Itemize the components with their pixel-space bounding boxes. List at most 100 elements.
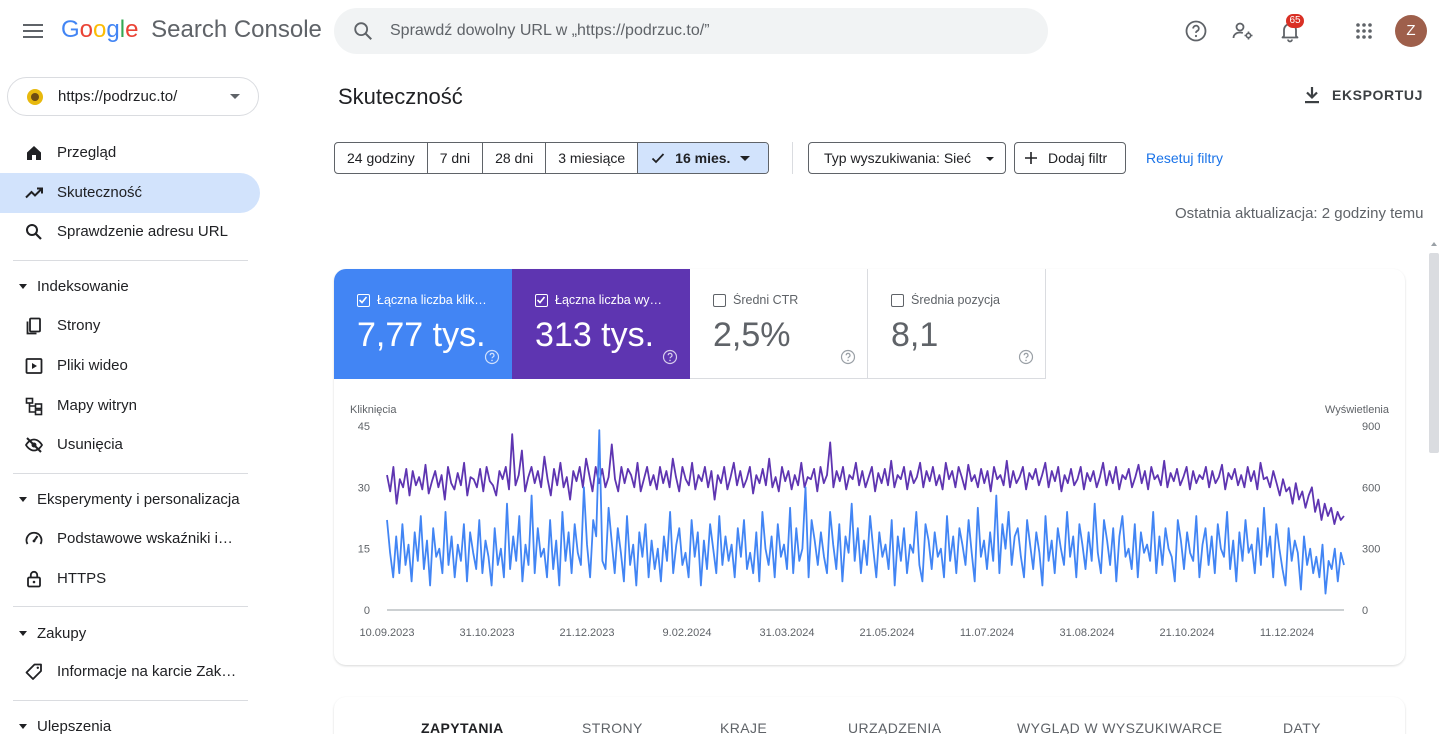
caret-down-icon bbox=[19, 497, 27, 502]
reset-filters-link[interactable]: Resetuj filtry bbox=[1146, 150, 1224, 166]
left-axis-tick: 45 bbox=[358, 421, 370, 433]
add-icon bbox=[1025, 152, 1037, 164]
menu-icon[interactable] bbox=[22, 20, 44, 42]
sidebar-item-merchant-listings[interactable]: Informacje na karcie Zakupów bbox=[0, 652, 260, 692]
product-name: Search Console bbox=[151, 16, 322, 43]
sidebar-item-label: Przegląd bbox=[57, 144, 117, 161]
search-input[interactable] bbox=[390, 8, 1030, 54]
date-range-3m[interactable]: 3 miesiące bbox=[546, 143, 639, 173]
chevron-down-icon bbox=[230, 94, 240, 99]
sidebar-divider bbox=[13, 606, 248, 607]
sidebar-item-removals[interactable]: Usunięcia bbox=[0, 425, 260, 465]
help-outline-icon[interactable] bbox=[484, 349, 500, 365]
help-icon[interactable] bbox=[1184, 19, 1208, 43]
google-wordmark: Google bbox=[61, 16, 139, 43]
date-range-7d[interactable]: 7 dni bbox=[428, 143, 484, 173]
search-icon bbox=[26, 224, 42, 240]
performance-card: Łączna liczba kliknięć 7,77 tys. Łączna … bbox=[334, 269, 1405, 665]
tab-devices[interactable]: URZĄDZENIA bbox=[848, 720, 942, 734]
download-icon bbox=[1305, 87, 1319, 104]
x-axis-tick: 11.12.2024 bbox=[1260, 627, 1314, 639]
tab-dates[interactable]: DATY bbox=[1283, 720, 1321, 734]
left-axis-tick: 0 bbox=[364, 605, 370, 617]
tab-countries[interactable]: KRAJE bbox=[720, 720, 768, 734]
metric-label: Łączna liczba wyświetleń bbox=[555, 293, 667, 307]
section-label: Ulepszenia bbox=[37, 718, 112, 734]
sidebar-section-indexing[interactable]: Indeksowanie bbox=[0, 269, 260, 305]
search-type-filter[interactable]: Typ wyszukiwania: Sieć bbox=[808, 142, 1006, 174]
right-axis-title: Wyświetlenia bbox=[1325, 404, 1390, 416]
sidebar-item-pages[interactable]: Strony bbox=[0, 306, 260, 346]
metric-value: 313 tys. bbox=[535, 316, 655, 354]
sidebar-item-label: Mapy witryn bbox=[57, 397, 138, 414]
checkbox-unchecked-icon[interactable] bbox=[713, 294, 726, 307]
sidebar-section-enhancements[interactable]: Ulepszenia bbox=[0, 709, 260, 734]
metric-average-ctr[interactable]: Średni CTR 2,5% bbox=[690, 269, 868, 379]
sidebar-item-sitemaps[interactable]: Mapy witryn bbox=[0, 386, 260, 426]
x-axis-tick: 31.08.2024 bbox=[1059, 627, 1114, 639]
date-range-16m[interactable]: 16 mies. bbox=[638, 143, 769, 173]
dropdown-arrow-icon bbox=[740, 156, 751, 161]
tab-search-appearance[interactable]: WYGLĄD W WYSZUKIWARCE bbox=[1017, 720, 1223, 734]
tab-queries[interactable]: ZAPYTANIA bbox=[421, 720, 504, 734]
property-selector[interactable]: https://podrzuc.to/ bbox=[7, 77, 259, 116]
sidebar-item-label: HTTPS bbox=[57, 570, 107, 587]
scrollbar-thumb[interactable] bbox=[1429, 253, 1439, 453]
last-update-text: Ostatnia aktualizacja: 2 godziny temu bbox=[1175, 205, 1424, 222]
sidebar-item-https[interactable]: HTTPS bbox=[0, 559, 260, 599]
sidebar-item-url-inspection[interactable]: Sprawdzenie adresu URL bbox=[0, 212, 260, 252]
right-axis-tick: 300 bbox=[1362, 544, 1380, 556]
page-scrollbar[interactable] bbox=[1428, 240, 1440, 734]
tab-pages[interactable]: STRONY bbox=[582, 720, 643, 734]
search-console-logo[interactable]: Google Search Console bbox=[61, 16, 322, 44]
lock-icon bbox=[27, 570, 41, 588]
sidebar-item-videos[interactable]: Pliki wideo bbox=[0, 346, 260, 386]
sidebar-item-core-web-vitals[interactable]: Podstawowe wskaźniki internetowe bbox=[0, 519, 260, 559]
help-outline-icon[interactable] bbox=[840, 349, 856, 365]
x-axis-tick: 31.03.2024 bbox=[759, 627, 814, 639]
checkbox-checked-icon[interactable] bbox=[535, 294, 548, 307]
manage-users-icon[interactable] bbox=[1231, 19, 1255, 43]
property-url: https://podrzuc.to/ bbox=[58, 88, 178, 105]
dimension-tabs-card: ZAPYTANIA STRONY KRAJE URZĄDZENIA WYGLĄD… bbox=[334, 697, 1405, 734]
metric-total-impressions[interactable]: Łączna liczba wyświetleń 313 tys. bbox=[512, 269, 690, 379]
account-avatar[interactable]: Z bbox=[1395, 15, 1427, 47]
sidebar-item-overview[interactable]: Przegląd bbox=[0, 133, 260, 173]
help-outline-icon[interactable] bbox=[662, 349, 678, 365]
sidebar-divider bbox=[13, 700, 248, 701]
selected-range-label: 16 mies. bbox=[675, 150, 731, 166]
x-axis-tick: 11.07.2024 bbox=[960, 627, 1014, 639]
sidebar-section-shopping[interactable]: Zakupy bbox=[0, 616, 260, 652]
sidebar-divider bbox=[13, 473, 248, 474]
checkbox-unchecked-icon[interactable] bbox=[891, 294, 904, 307]
metric-total-clicks[interactable]: Łączna liczba kliknięć 7,77 tys. bbox=[334, 269, 512, 379]
checkbox-checked-icon[interactable] bbox=[357, 294, 370, 307]
sidebar-item-performance[interactable]: Skuteczność bbox=[0, 173, 260, 213]
search-type-label: Typ wyszukiwania: Sieć bbox=[824, 150, 972, 166]
performance-line-chart[interactable]: Kliknięcia Wyświetlenia 45 30 15 0 900 600 30… bbox=[334, 399, 1405, 649]
right-axis-tick: 600 bbox=[1362, 482, 1380, 494]
section-label: Indeksowanie bbox=[37, 278, 129, 295]
x-axis-tick: 31.10.2023 bbox=[459, 627, 514, 639]
url-inspection-search[interactable] bbox=[334, 8, 1048, 54]
date-range-28d[interactable]: 28 dni bbox=[483, 143, 547, 173]
sidebar-item-label: Sprawdzenie adresu URL bbox=[57, 223, 228, 240]
help-outline-icon[interactable] bbox=[1018, 349, 1034, 365]
tag-icon bbox=[25, 663, 42, 680]
filter-separator bbox=[792, 142, 793, 174]
add-filter-button[interactable]: Dodaj filtr bbox=[1014, 142, 1126, 174]
sidebar-section-experience[interactable]: Eksperymenty i personalizacja bbox=[0, 482, 260, 518]
scroll-up-arrow-icon[interactable] bbox=[1431, 242, 1437, 246]
metric-value: 7,77 tys. bbox=[357, 316, 486, 354]
series-line-impressions bbox=[386, 433, 1345, 525]
video-pages-icon bbox=[25, 358, 43, 374]
speed-gauge-icon bbox=[25, 531, 43, 545]
right-axis-tick: 0 bbox=[1362, 605, 1368, 617]
caret-down-icon bbox=[19, 631, 27, 636]
visibility-off-icon bbox=[24, 437, 44, 453]
metric-average-position[interactable]: Średnia pozycja 8,1 bbox=[868, 269, 1046, 379]
apps-grid-icon[interactable] bbox=[1352, 19, 1376, 43]
caret-down-icon bbox=[19, 284, 27, 289]
date-range-24h[interactable]: 24 godziny bbox=[335, 143, 428, 173]
export-label: EKSPORTUJ bbox=[1332, 87, 1423, 103]
